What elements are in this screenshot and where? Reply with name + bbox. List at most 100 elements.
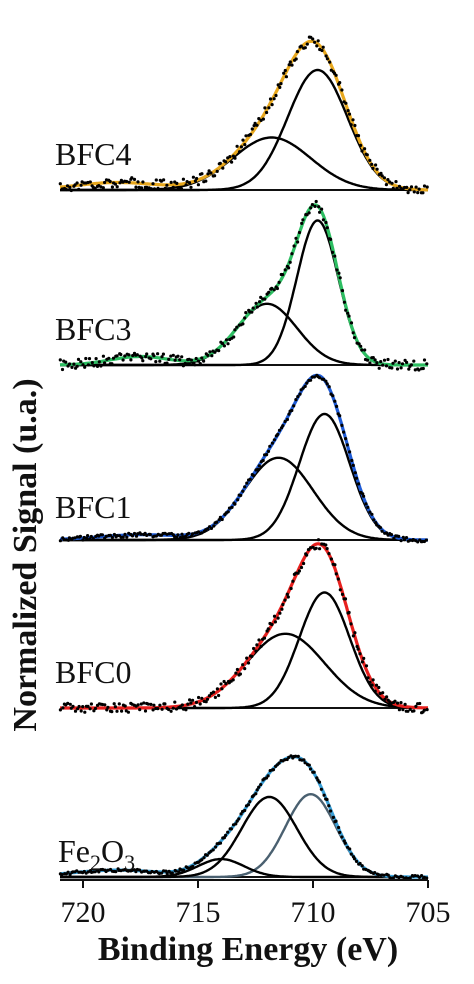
- data-point: [191, 175, 195, 179]
- data-point: [425, 708, 429, 712]
- data-point: [403, 702, 407, 707]
- data-point: [132, 531, 137, 536]
- data-point: [416, 540, 420, 544]
- data-point: [259, 644, 263, 649]
- data-point: [377, 685, 381, 690]
- data-point: [303, 384, 307, 388]
- data-point: [175, 181, 179, 185]
- data-point: [351, 331, 355, 335]
- data-point: [378, 526, 383, 530]
- data-point: [191, 698, 195, 702]
- data-point: [180, 703, 184, 707]
- data-point: [68, 362, 72, 366]
- data-point: [200, 172, 204, 176]
- data-point: [338, 81, 342, 85]
- data-point: [286, 595, 290, 599]
- data-point: [287, 63, 291, 67]
- data-point: [347, 610, 351, 615]
- data-point: [92, 364, 96, 368]
- data-point: [219, 682, 223, 686]
- data-point: [103, 703, 107, 707]
- data-point: [307, 763, 311, 767]
- data-point: [361, 492, 365, 496]
- data-point: [185, 180, 189, 184]
- data-point: [363, 147, 367, 151]
- data-point: [409, 363, 413, 367]
- data-point: [238, 672, 242, 676]
- data-point: [278, 611, 282, 615]
- data-point: [220, 517, 224, 522]
- data-point: [136, 703, 140, 707]
- data-point: [356, 134, 361, 138]
- data-point: [134, 185, 138, 189]
- data-point: [397, 361, 401, 365]
- data-point: [211, 690, 216, 694]
- data-point: [401, 535, 405, 539]
- data-point: [241, 663, 245, 667]
- data-point: [315, 44, 319, 48]
- data-point: [228, 155, 232, 159]
- data-point: [370, 512, 374, 516]
- data-point: [152, 354, 156, 358]
- data-point: [391, 876, 395, 880]
- data-point: [108, 179, 112, 184]
- data-point: [369, 870, 373, 875]
- data-point: [344, 437, 348, 441]
- data-point: [375, 167, 379, 171]
- data-point: [340, 88, 344, 92]
- data-point: [360, 660, 364, 664]
- data-point: [180, 355, 184, 359]
- data-point: [154, 360, 158, 364]
- data-point: [416, 191, 420, 195]
- data-point: [386, 357, 390, 362]
- data-point: [171, 706, 175, 710]
- data-point: [229, 827, 233, 831]
- data-point: [145, 533, 149, 538]
- data-point: [211, 848, 215, 852]
- data-point: [226, 510, 230, 514]
- data-point: [77, 187, 81, 191]
- data-point: [380, 529, 384, 533]
- data-point: [64, 360, 68, 364]
- data-point: [268, 97, 273, 101]
- data-point: [309, 206, 313, 210]
- data-point: [352, 857, 357, 861]
- data-point: [234, 822, 238, 826]
- data-point: [380, 174, 384, 178]
- data-point: [196, 359, 201, 363]
- data-point: [75, 364, 79, 368]
- data-point: [340, 289, 345, 293]
- data-point: [392, 536, 396, 540]
- data-point: [374, 163, 378, 167]
- data-point: [281, 424, 285, 428]
- data-point: [268, 769, 272, 773]
- data-point: [224, 682, 228, 686]
- data-point: [310, 203, 314, 207]
- data-point: [233, 156, 237, 160]
- data-point: [262, 636, 267, 640]
- data-point: [68, 185, 72, 189]
- data-point: [158, 703, 162, 707]
- data-point: [345, 443, 349, 447]
- data-point: [381, 363, 385, 367]
- data-point: [230, 505, 234, 509]
- envelope-curve: [60, 373, 428, 542]
- data-point: [384, 531, 389, 535]
- data-point: [342, 300, 346, 304]
- data-point: [386, 873, 390, 877]
- data-point: [335, 404, 339, 408]
- data-point: [344, 308, 348, 312]
- data-point: [372, 518, 376, 522]
- data-point: [156, 352, 160, 356]
- data-point: [86, 363, 90, 367]
- data-point: [424, 538, 428, 542]
- data-point: [105, 708, 109, 712]
- data-point: [130, 534, 135, 538]
- data-point: [325, 797, 329, 802]
- x-tick-label: 705: [406, 896, 451, 929]
- data-point: [268, 444, 272, 448]
- data-point: [138, 708, 142, 712]
- data-point: [348, 450, 352, 454]
- data-point: [171, 353, 175, 357]
- data-point: [220, 341, 225, 346]
